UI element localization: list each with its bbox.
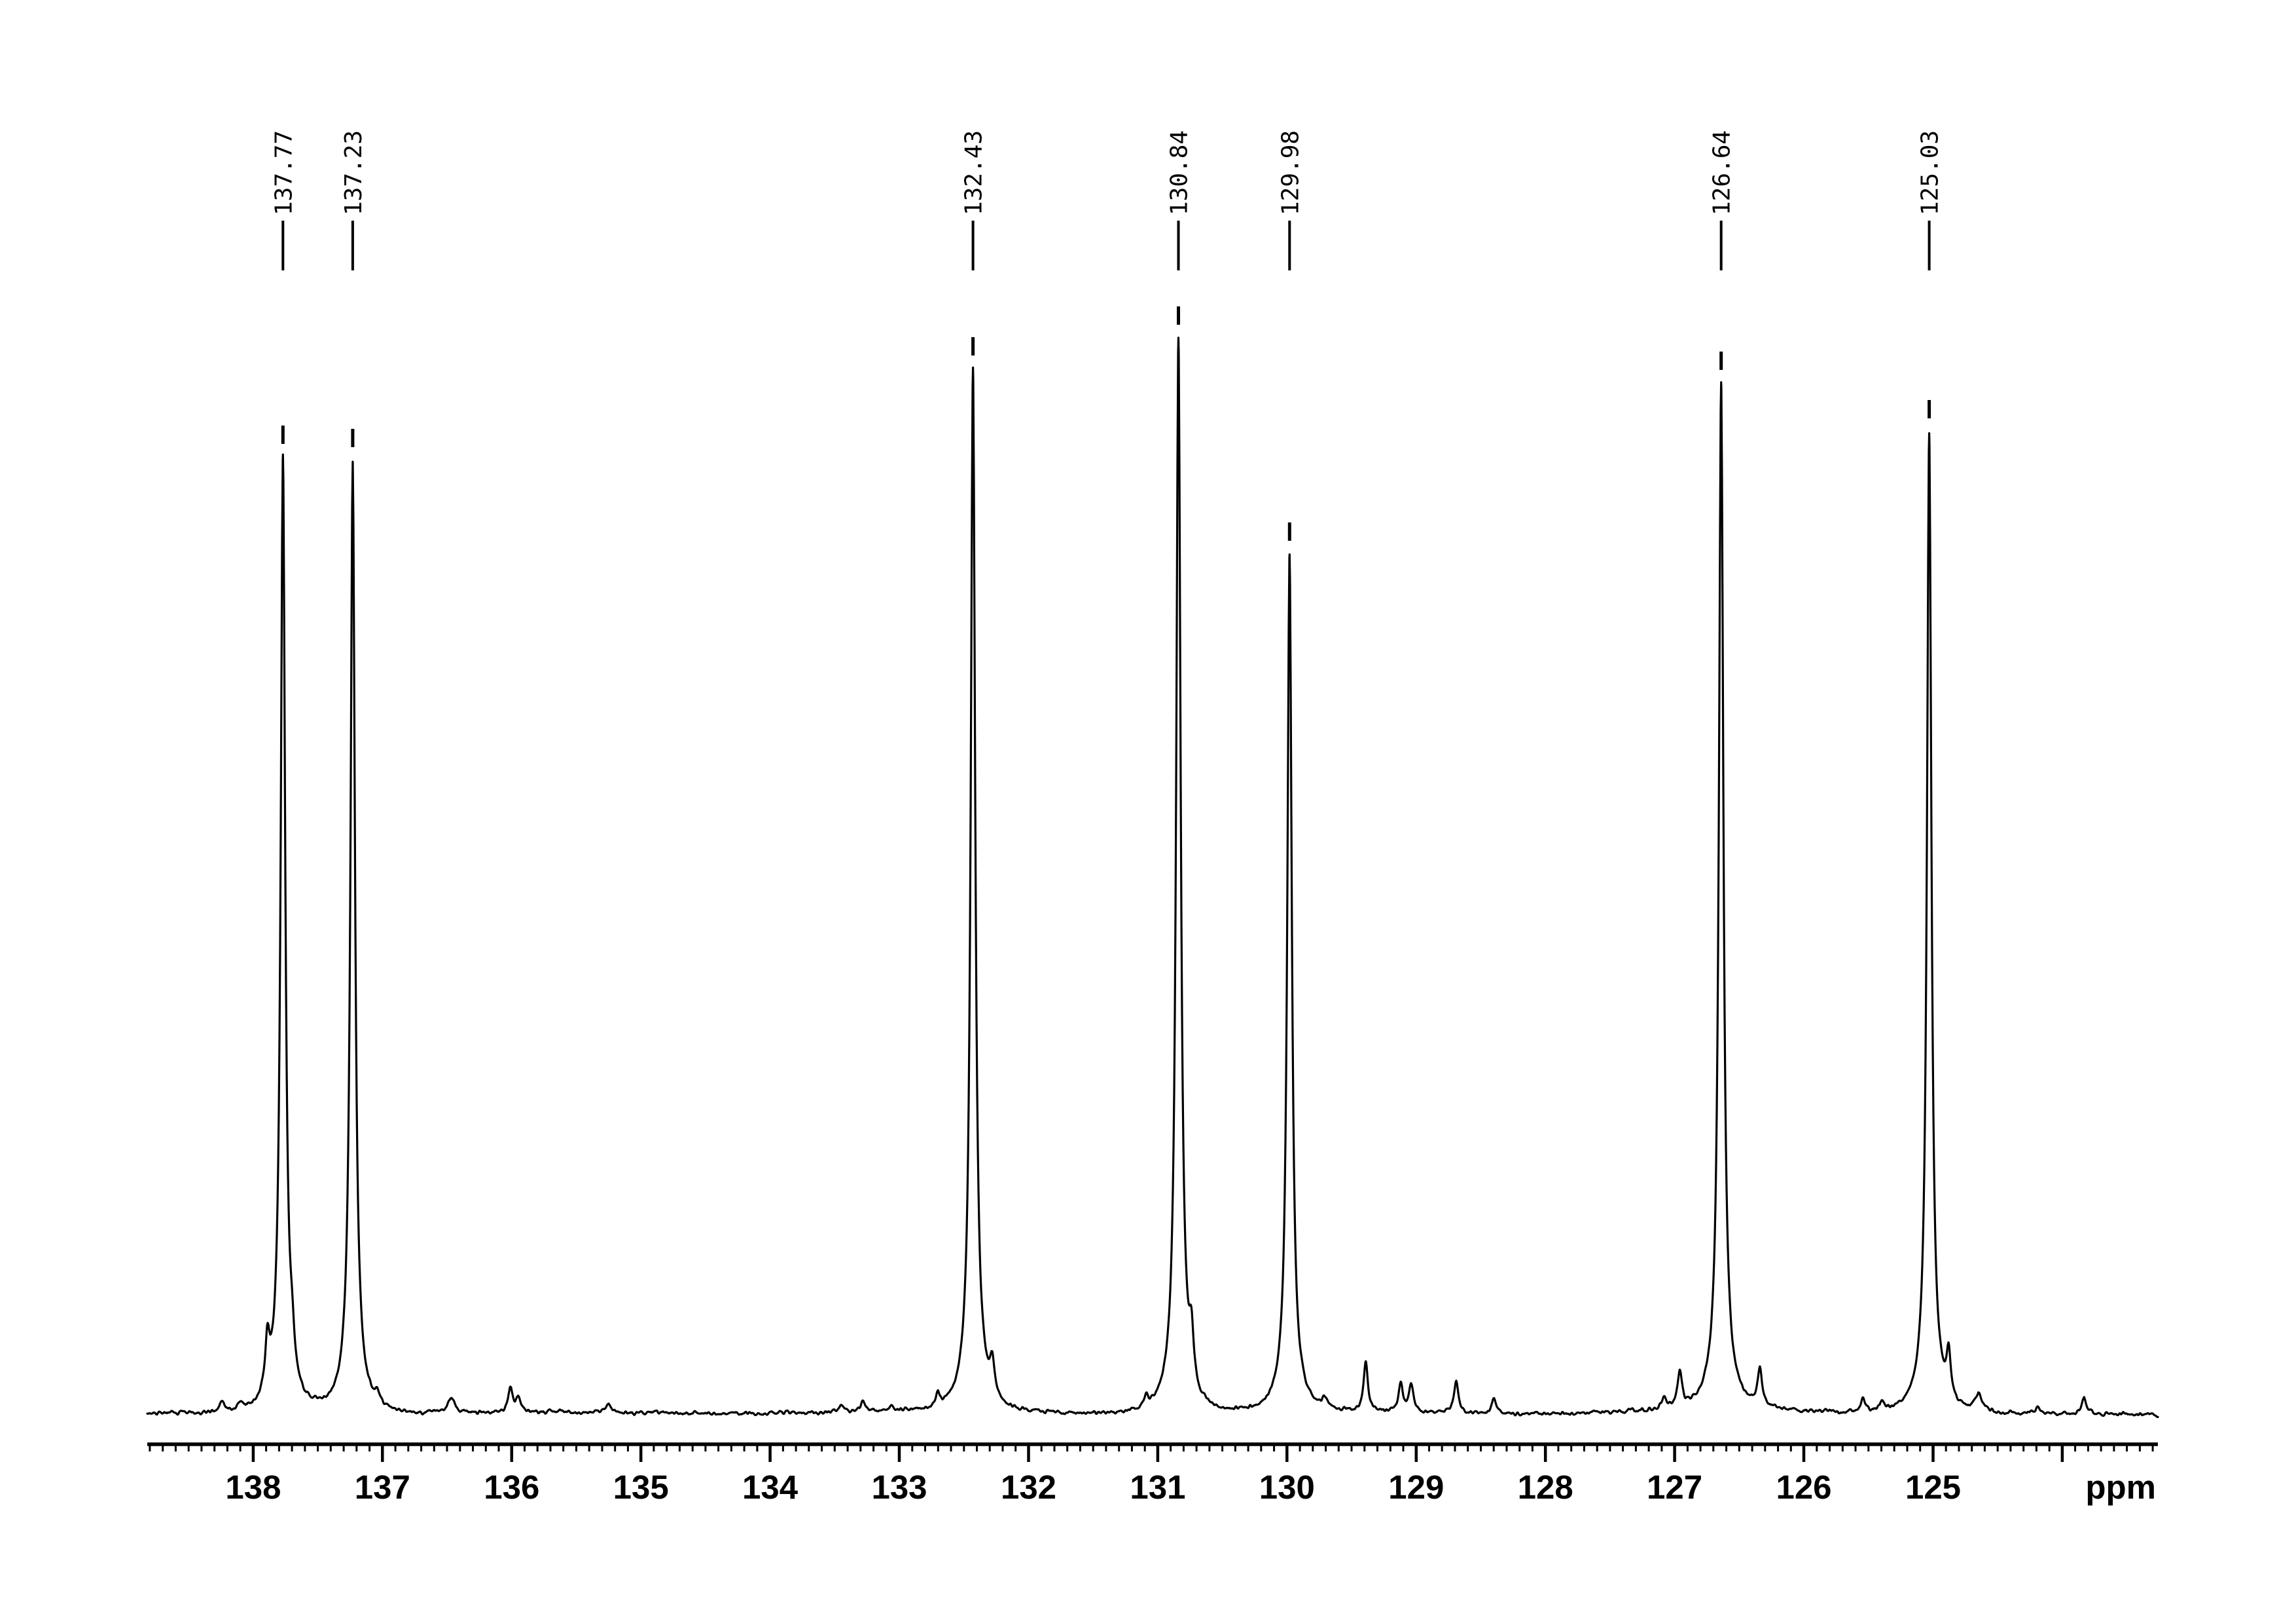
peak-top-markers-group	[281, 306, 1931, 541]
peak-label-ticks-group	[281, 221, 1931, 270]
peak-label: 132.43	[961, 130, 988, 215]
spectrum-trace	[146, 337, 2159, 1418]
peak-label: 129.98	[1277, 130, 1304, 215]
x-axis-ticks-group	[149, 1443, 2154, 1462]
x-axis-tick-label: 130	[1259, 1468, 1315, 1506]
x-axis-tick-label: 132	[1001, 1468, 1056, 1506]
peak-label: 126.64	[1709, 130, 1736, 215]
x-axis-unit-label: ppm	[2085, 1468, 2156, 1506]
peak-label: 137.77	[270, 130, 297, 215]
x-axis-tick-label: 128	[1518, 1468, 1573, 1506]
x-axis-tick-label: 138	[225, 1468, 281, 1506]
x-axis-tick-label: 135	[613, 1468, 669, 1506]
x-axis-tick-label: 131	[1130, 1468, 1185, 1506]
x-axis-tick-label: 129	[1388, 1468, 1444, 1506]
x-axis-tick-label: 127	[1647, 1468, 1702, 1506]
x-axis-tick-label: 133	[871, 1468, 927, 1506]
peak-label: 125.03	[1917, 130, 1944, 215]
x-axis-tick-label: 126	[1776, 1468, 1831, 1506]
x-axis-tick-label: 137	[355, 1468, 410, 1506]
x-axis-tick-label: 125	[1905, 1468, 1961, 1506]
x-axis-tick-labels-group: 138 137 136 135 134 133 132 131 130 129 128 127 126 1…	[225, 1468, 1961, 1506]
x-axis-tick-label: 136	[484, 1468, 539, 1506]
peak-labels-group: 137.77 137.23 132.43 130.84 129.98 126.64 125.…	[270, 130, 1943, 215]
x-axis-tick-label: 134	[742, 1468, 798, 1506]
peak-label: 137.23	[340, 130, 367, 215]
peak-label: 130.84	[1166, 130, 1193, 215]
